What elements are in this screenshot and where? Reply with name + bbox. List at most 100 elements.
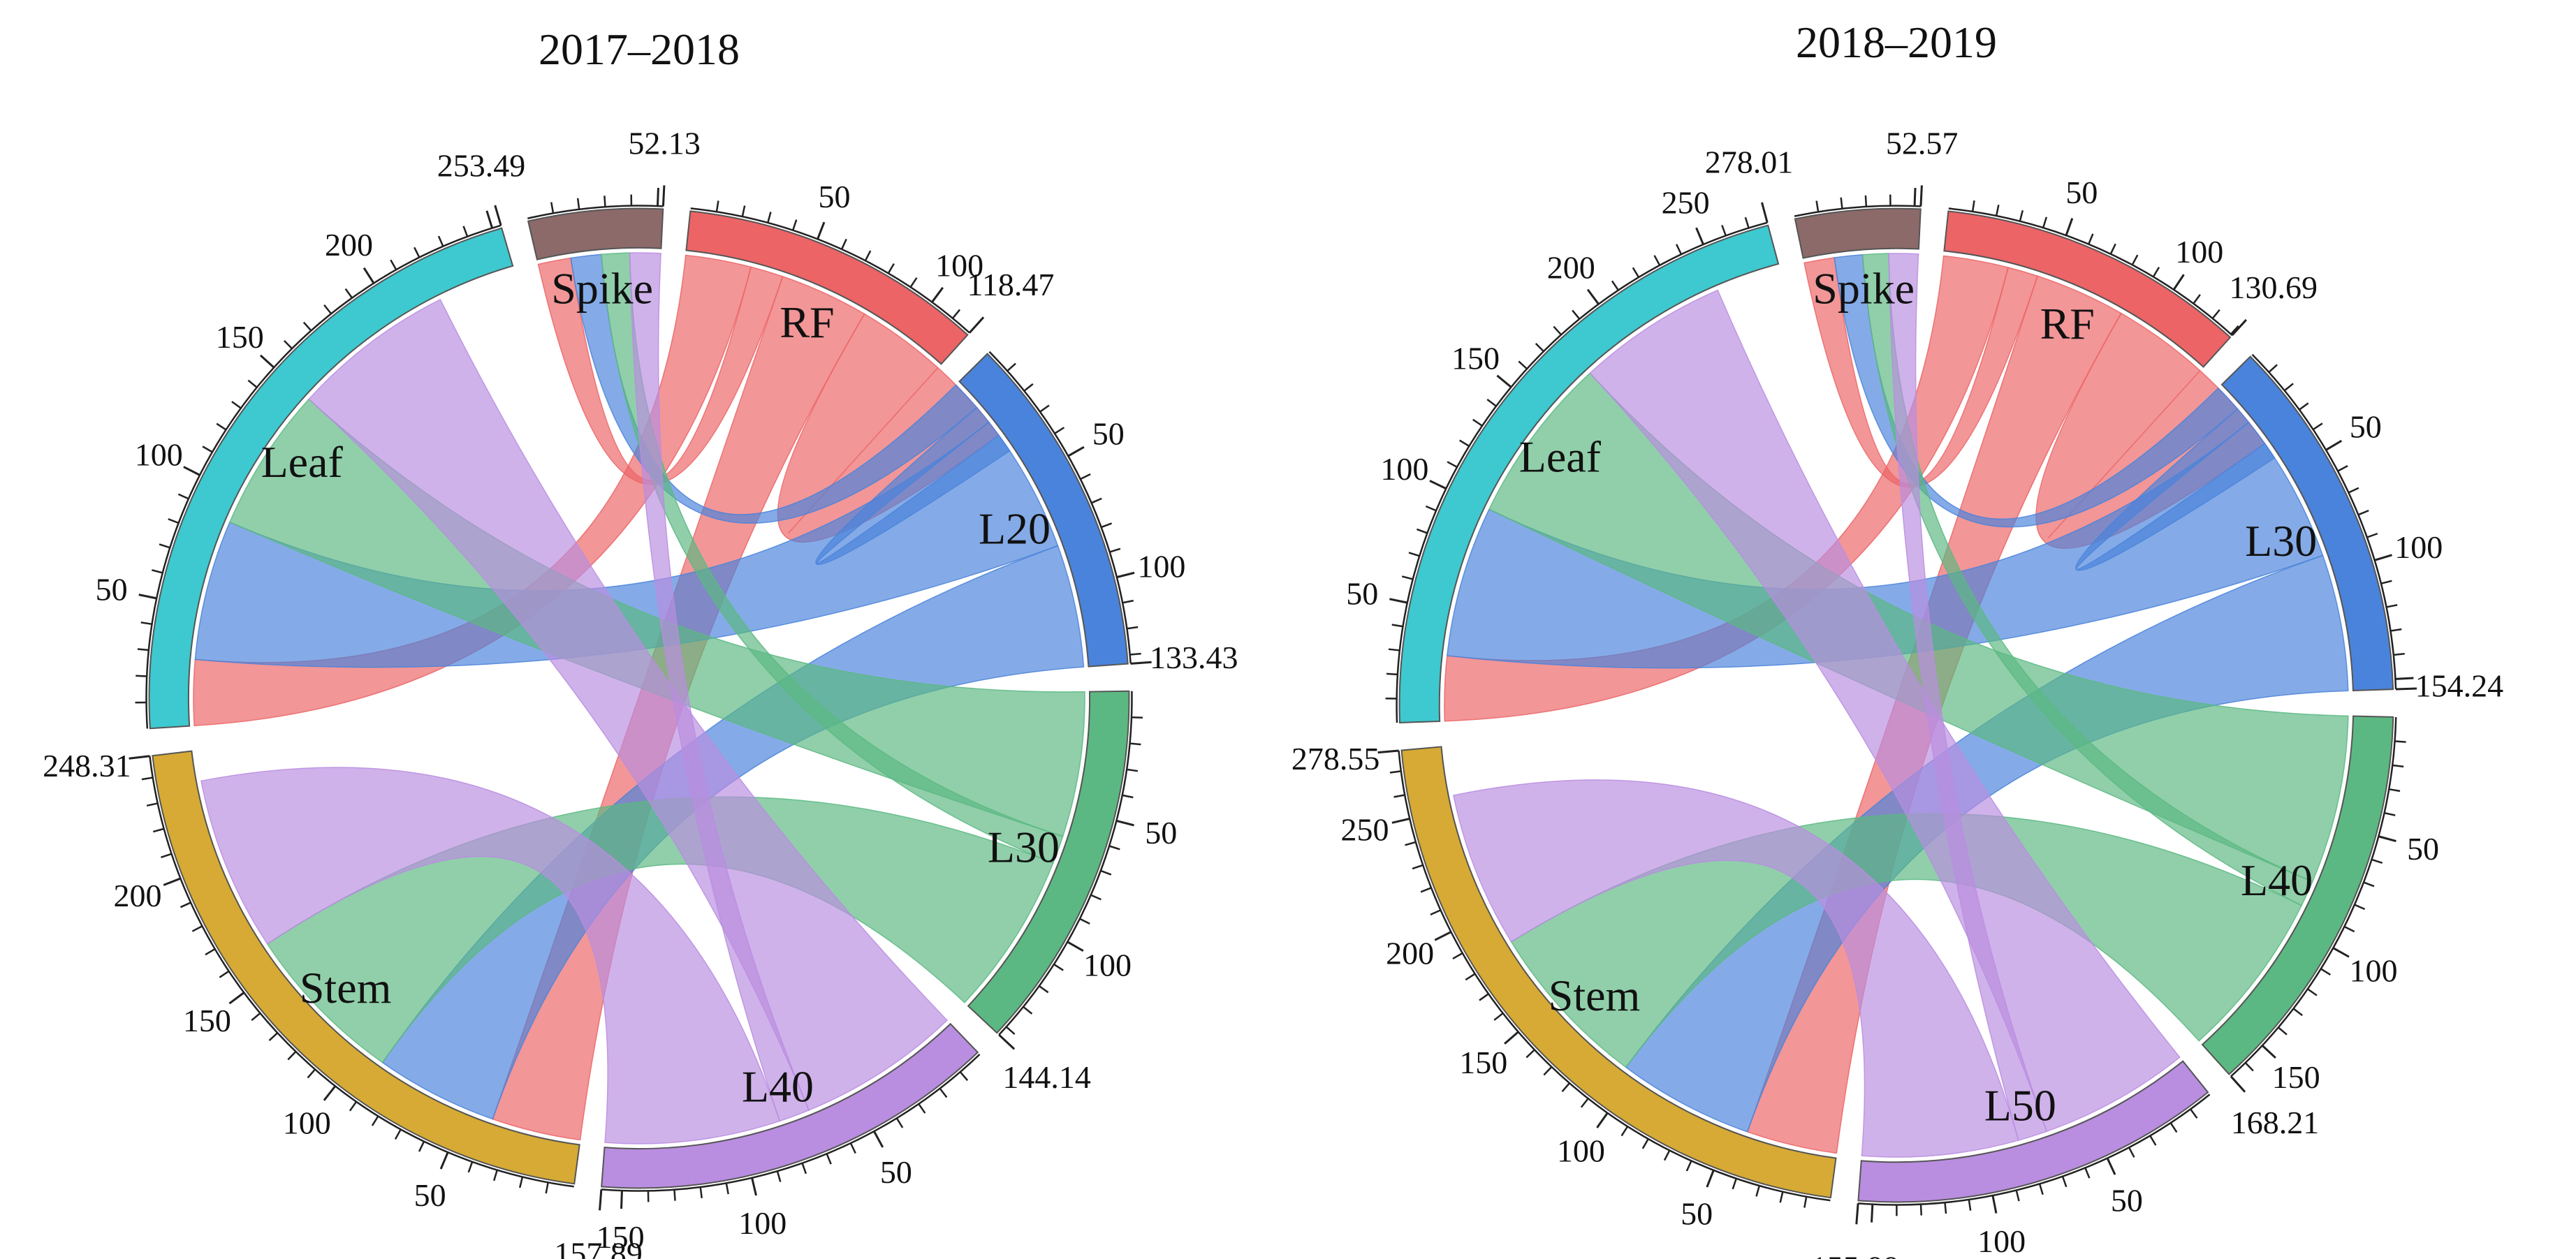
tick-mark <box>2392 764 2404 768</box>
segment-total-leaf: 253.49 <box>437 147 526 183</box>
tick-mark <box>1504 1031 1519 1045</box>
segment-axis-rf <box>1948 207 2233 337</box>
tick-mark <box>1401 575 1414 580</box>
tick-mark <box>1391 817 1410 824</box>
tick-mark <box>141 776 153 781</box>
tick-mark <box>1126 768 1139 772</box>
tick-mark <box>751 1177 758 1196</box>
tick-mark <box>849 1142 856 1154</box>
tick-mark <box>146 802 159 807</box>
tick-mark <box>1803 1196 1808 1208</box>
tick-mark <box>801 1163 807 1175</box>
tick-mark <box>2292 1008 2303 1017</box>
segment-arc-l40 <box>2201 715 2394 1075</box>
tick-mark <box>2128 1147 2135 1158</box>
end-tick-mark <box>1919 185 1923 207</box>
ribbon-l40-to-spike <box>1861 253 2313 906</box>
tick-mark <box>776 1170 782 1182</box>
tick-mark <box>161 853 173 858</box>
segment-axis-l40 <box>2230 716 2397 1077</box>
ribbon-rf-to-spike <box>1803 257 2038 488</box>
segment-axis-l50 <box>1858 1094 2211 1206</box>
segment-arc-rf <box>685 210 969 365</box>
tick-mark <box>1675 244 1683 255</box>
tick-mark <box>323 1085 337 1101</box>
tick-mark <box>1553 325 1563 336</box>
tick-mark <box>439 1151 449 1170</box>
tick-mark <box>1518 360 1528 370</box>
tick-mark <box>2348 487 2359 494</box>
tick-label: 100 <box>1137 548 1185 584</box>
tick-mark <box>1486 398 1497 407</box>
tick-mark <box>437 235 444 247</box>
tick-mark <box>1416 528 1428 534</box>
tick-mark <box>840 238 847 250</box>
tick-mark <box>136 675 147 677</box>
tick-mark <box>1479 993 1489 1001</box>
tick-mark <box>864 250 872 261</box>
tick-mark <box>1611 280 1619 291</box>
tick-mark <box>2307 988 2318 996</box>
tick-mark <box>887 263 895 274</box>
segment-label-l30: L30 <box>988 823 1060 872</box>
segment-total-l30: 144.14 <box>1002 1059 1091 1095</box>
ribbon-l50-to-spike <box>1888 253 2048 1141</box>
tick-mark <box>1122 599 1134 604</box>
tick-mark <box>1405 841 1417 846</box>
segment-label-leaf: Leaf <box>1519 432 1602 481</box>
tick-mark <box>1109 547 1121 553</box>
tick-mark <box>2268 364 2278 373</box>
tick-mark <box>2277 1026 2288 1036</box>
tick-mark <box>1067 941 1084 952</box>
tick-mark <box>216 422 227 431</box>
tick-mark <box>349 1100 358 1112</box>
tick-mark <box>2261 1045 2276 1059</box>
tick-mark <box>191 925 203 932</box>
tick-mark <box>1561 1082 1570 1093</box>
tick-mark <box>2042 216 2048 228</box>
segment-label-spike: Spike <box>1813 264 1915 314</box>
segment-arc-spike <box>527 207 664 260</box>
segment-arc-stem <box>152 750 580 1185</box>
tick-label: 50 <box>414 1177 446 1213</box>
ribbon-l40-to-spike <box>629 252 810 1122</box>
tick-mark <box>283 339 293 350</box>
tick-mark <box>344 288 353 299</box>
tick-mark <box>792 219 798 231</box>
ribbon-rf-to-spike <box>537 257 784 485</box>
tick-label: 50 <box>1346 576 1378 612</box>
tick-mark <box>909 277 918 288</box>
end-tick-mark <box>968 316 985 334</box>
tick-mark <box>1706 1170 1715 1188</box>
segment-axis-rf <box>690 207 970 334</box>
segment-layer: 50100130.69RF50100154.24L3050100150168.2… <box>1291 125 2503 1259</box>
segment-arc-spike <box>1794 207 1922 259</box>
segment-total-l50: 155.99 <box>1811 1249 1900 1259</box>
tick-mark <box>2065 218 2074 236</box>
segment-label-leaf: Leaf <box>261 437 344 487</box>
tick-mark <box>462 226 469 237</box>
tick-mark <box>287 1051 297 1061</box>
segment-total-spike: 52.13 <box>628 125 701 161</box>
tick-label: 50 <box>2065 175 2098 210</box>
tick-mark <box>2015 1190 2020 1202</box>
tick-mark <box>2193 294 2201 304</box>
segment-arc-l20 <box>958 353 1129 668</box>
segment-axis-l40 <box>601 1054 981 1192</box>
tick-mark <box>323 304 332 315</box>
tick-mark <box>2152 267 2160 278</box>
tick-label: 200 <box>1386 935 1434 971</box>
tick-mark <box>202 446 213 453</box>
tick-mark <box>1131 716 1143 719</box>
end-tick-mark <box>2230 1075 2246 1093</box>
tick-mark <box>363 267 375 284</box>
tick-label: 250 <box>1662 184 1710 220</box>
tick-mark <box>1101 522 1113 529</box>
tick-label: 100 <box>2175 234 2223 270</box>
segment-label-rf: RF <box>2040 299 2095 348</box>
tick-mark <box>741 205 746 217</box>
tick-mark <box>2357 509 2369 516</box>
chord-panel-2017-2018: 2017–2018 50100118.47RF50100133.43L20501… <box>43 24 1238 1259</box>
tick-mark <box>1430 909 1441 916</box>
tick-label: 100 <box>1557 1133 1605 1169</box>
